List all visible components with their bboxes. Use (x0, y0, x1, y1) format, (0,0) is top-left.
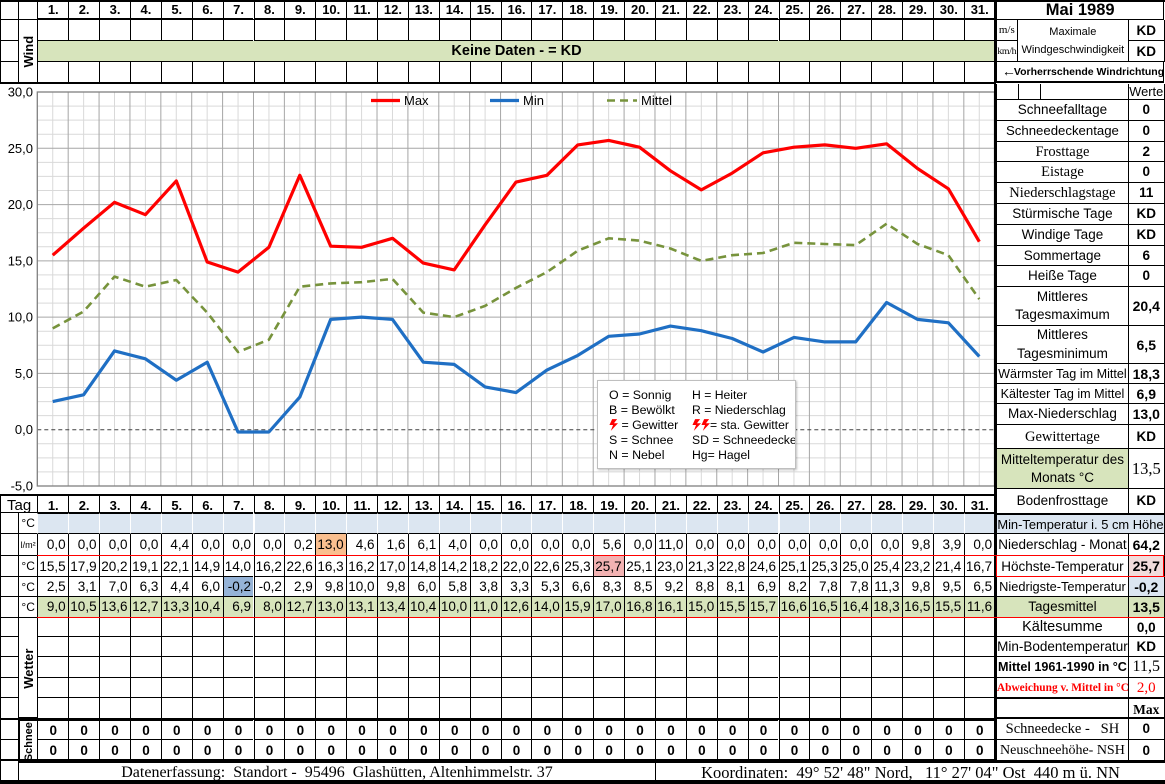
svg-text:Mittel: Mittel (641, 93, 672, 108)
svg-text:20,0: 20,0 (8, 197, 33, 212)
svg-text:-5,0: -5,0 (11, 479, 33, 494)
svg-text:5,0: 5,0 (15, 366, 33, 381)
svg-text:Min: Min (523, 93, 544, 108)
svg-text:Max: Max (404, 93, 429, 108)
svg-text:30,0: 30,0 (8, 85, 33, 100)
svg-text:25,0: 25,0 (8, 141, 33, 156)
svg-text:0,0: 0,0 (15, 422, 33, 437)
svg-text:10,0: 10,0 (8, 310, 33, 325)
svg-text:15,0: 15,0 (8, 253, 33, 268)
